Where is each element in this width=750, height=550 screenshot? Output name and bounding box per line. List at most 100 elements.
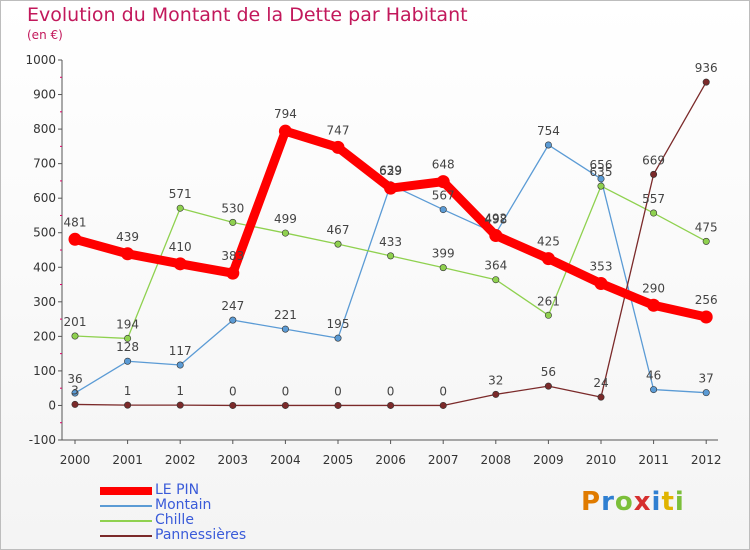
data-point [647,298,661,312]
data-label: 557 [642,192,665,206]
data-point [334,240,342,248]
data-point [650,209,658,217]
logo-letter: P [581,487,602,517]
x-tick-label: 2003 [218,453,249,467]
data-label: 656 [590,158,613,172]
data-label: 492 [484,211,507,225]
x-tick-label: 2001 [112,453,143,467]
y-tick-label: 600 [33,191,56,205]
data-point [71,332,79,340]
data-label: 498 [484,212,507,226]
data-label: 221 [274,308,297,322]
data-label: 195 [327,317,350,331]
data-label: 629 [379,164,402,178]
data-point [334,334,342,342]
data-label: 194 [116,317,139,331]
data-point [541,252,555,266]
legend-swatch [100,520,152,522]
data-point [176,361,184,369]
data-label: 648 [432,158,455,172]
legend-label: Pannessières [155,527,247,543]
logo-letter: r [601,487,615,517]
logo-letter: i [674,487,685,517]
data-point [71,389,79,397]
y-tick-label: 500 [33,226,56,240]
data-point [387,401,395,409]
data-point [121,247,135,261]
data-point [124,334,132,342]
y-tick-label: 1000 [25,53,56,67]
data-point [544,141,552,149]
data-point [281,229,289,237]
data-point [176,204,184,212]
data-label: 117 [169,344,192,358]
logo-letter: t [661,487,675,517]
data-label: 201 [64,315,87,329]
data-label: 36 [67,372,82,386]
y-tick-label: 900 [33,88,56,102]
x-tick-label: 2011 [638,453,669,467]
data-label: 1 [124,384,132,398]
x-tick-label: 2007 [428,453,459,467]
y-tick-label: 100 [33,364,56,378]
data-label: 425 [537,235,560,249]
data-point [489,228,503,242]
x-tick-label: 2006 [375,453,406,467]
x-tick-label: 2002 [165,453,196,467]
data-point [71,400,79,408]
data-label: 567 [432,189,455,203]
data-label: 24 [593,376,608,390]
data-label: 261 [537,294,560,308]
data-label: 794 [274,107,297,121]
data-label: 0 [282,384,290,398]
data-label: 433 [379,235,402,249]
x-tick-label: 2008 [481,453,512,467]
data-point [544,382,552,390]
data-label: 530 [221,201,244,215]
data-point [229,316,237,324]
data-label: 0 [229,384,237,398]
legend-label: Montain [155,497,212,513]
data-label: 364 [484,259,507,273]
data-label: 0 [334,384,342,398]
data-point [492,276,500,284]
data-label: 639 [379,164,402,178]
data-label: 571 [169,187,192,201]
data-point [229,401,237,409]
data-label: 383 [221,249,244,263]
data-label: 481 [64,215,87,229]
data-label: 439 [116,230,139,244]
data-point [544,311,552,319]
data-point [331,140,345,154]
y-tick-label: 400 [33,260,56,274]
data-label: 1 [176,384,184,398]
data-label: 0 [387,384,395,398]
chart-title: Evolution du Montant de la Dette par Hab… [27,4,468,26]
y-tick-label: 200 [33,329,56,343]
data-point [594,277,608,291]
y-tick-label: -100 [29,433,56,447]
data-label: 936 [695,61,718,75]
data-label: 499 [274,212,297,226]
data-point [492,390,500,398]
data-point [439,401,447,409]
x-tick-label: 2010 [586,453,617,467]
data-point [226,266,240,280]
data-point [650,170,658,178]
logo-letter: i [651,487,662,517]
data-point [597,175,605,183]
data-label: 128 [116,340,139,354]
data-point [597,182,605,190]
data-point [334,401,342,409]
x-tick-label: 2005 [323,453,354,467]
data-point [436,175,450,189]
data-point [702,237,710,245]
data-point [229,218,237,226]
data-label: 247 [221,299,244,313]
data-label: 46 [646,369,661,383]
data-label: 37 [699,372,714,386]
data-label: 747 [327,123,350,137]
data-label: 475 [695,220,718,234]
chart-subtitle: (en €) [27,28,63,42]
data-label: 3 [71,383,79,397]
